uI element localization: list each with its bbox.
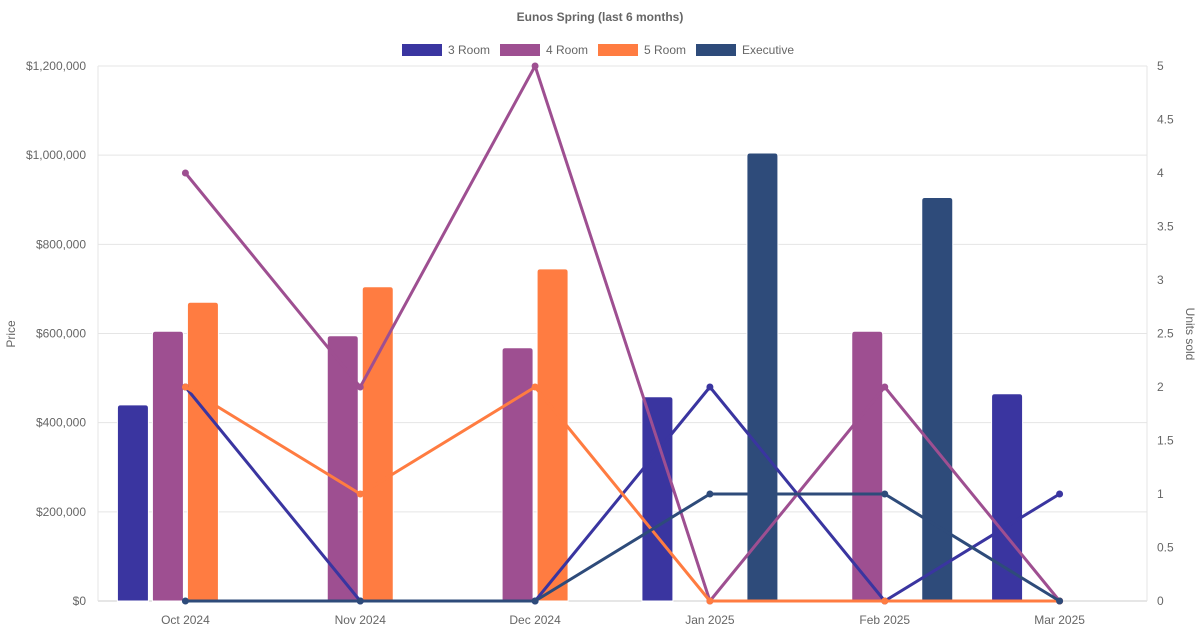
x-tick-label: Jan 2025 bbox=[685, 613, 735, 627]
point-4-room bbox=[181, 169, 189, 177]
point-executive bbox=[706, 490, 714, 498]
legend-swatch bbox=[500, 44, 540, 56]
axes: $0 $200,000 $400,000 $600,000 $800,000 $1,000… bbox=[26, 59, 1174, 627]
y2-tick-label: 1 bbox=[1157, 487, 1164, 501]
lines bbox=[181, 62, 1064, 605]
point-4-room bbox=[531, 62, 539, 70]
bar-5-room bbox=[361, 286, 394, 602]
y2-tick-label: 3 bbox=[1157, 273, 1164, 287]
bar-3-room bbox=[116, 404, 149, 602]
legend-item-5-room[interactable]: 5 Room bbox=[598, 43, 686, 57]
y-tick-label: $800,000 bbox=[36, 237, 86, 251]
line-executive bbox=[185, 492, 1061, 603]
legend-item-executive[interactable]: Executive bbox=[696, 43, 794, 57]
legend-label: 3 Room bbox=[448, 43, 490, 57]
y2-tick-label: 2 bbox=[1157, 380, 1164, 394]
bar-4-room bbox=[501, 347, 534, 602]
y2-tick-label: 4 bbox=[1157, 166, 1164, 180]
legend-swatch bbox=[696, 44, 736, 56]
point-5-room bbox=[181, 383, 189, 391]
y2-tick-label: 0.5 bbox=[1157, 541, 1174, 555]
y-axis-label: Price bbox=[4, 320, 18, 348]
x-tick-label: Mar 2025 bbox=[1034, 613, 1085, 627]
grid bbox=[97, 65, 1148, 602]
y-tick-label: $1,000,000 bbox=[26, 148, 86, 162]
point-3-room bbox=[1056, 490, 1064, 498]
point-executive bbox=[1056, 597, 1064, 605]
point-executive bbox=[531, 597, 539, 605]
line-4-room bbox=[184, 64, 1061, 603]
y-tick-label: $400,000 bbox=[36, 416, 86, 430]
point-executive bbox=[181, 597, 189, 605]
y-tick-label: $1,200,000 bbox=[26, 59, 86, 73]
point-4-room bbox=[881, 383, 889, 391]
y2-tick-label: 1.5 bbox=[1157, 434, 1174, 448]
y2-axis-label: Units sold bbox=[1183, 308, 1197, 361]
point-5-room bbox=[356, 490, 364, 498]
legend[interactable]: 3 Room 4 Room 5 Room Executive bbox=[402, 43, 794, 57]
point-4-room bbox=[356, 383, 364, 391]
bar-4-room bbox=[326, 335, 359, 602]
y2-tick-label: 0 bbox=[1157, 594, 1164, 608]
legend-label: Executive bbox=[742, 43, 794, 57]
legend-swatch bbox=[402, 44, 442, 56]
legend-item-4-room[interactable]: 4 Room bbox=[500, 43, 588, 57]
legend-label: 4 Room bbox=[546, 43, 588, 57]
bar-4-room bbox=[851, 330, 884, 602]
bar-executive bbox=[746, 152, 779, 602]
point-5-room bbox=[881, 597, 889, 605]
legend-swatch bbox=[598, 44, 638, 56]
bar-5-room bbox=[536, 268, 569, 602]
point-3-room bbox=[706, 383, 714, 391]
legend-item-3-room[interactable]: 3 Room bbox=[402, 43, 490, 57]
y2-tick-label: 2.5 bbox=[1157, 327, 1174, 341]
chart-title: Eunos Spring (last 6 months) bbox=[517, 10, 684, 24]
y-tick-label: $200,000 bbox=[36, 505, 86, 519]
bar-executive bbox=[921, 197, 954, 602]
bar-5-room bbox=[186, 301, 219, 602]
x-tick-label: Nov 2024 bbox=[335, 613, 387, 627]
bars bbox=[116, 152, 1024, 602]
line-5-room bbox=[184, 385, 1060, 603]
bar-3-room bbox=[991, 393, 1024, 602]
bar-3-room bbox=[641, 396, 674, 602]
point-executive bbox=[881, 490, 889, 498]
point-5-room bbox=[531, 383, 539, 391]
point-executive bbox=[356, 597, 364, 605]
x-tick-label: Dec 2024 bbox=[509, 613, 561, 627]
y2-tick-label: 3.5 bbox=[1157, 220, 1174, 234]
y-tick-label: $0 bbox=[73, 594, 87, 608]
y2-tick-label: 4.5 bbox=[1157, 113, 1174, 127]
x-tick-label: Oct 2024 bbox=[161, 613, 210, 627]
point-5-room bbox=[706, 597, 714, 605]
y-tick-label: $600,000 bbox=[36, 327, 86, 341]
x-tick-label: Feb 2025 bbox=[859, 613, 910, 627]
legend-label: 5 Room bbox=[644, 43, 686, 57]
bar-4-room bbox=[151, 330, 184, 602]
y2-tick-label: 5 bbox=[1157, 59, 1164, 73]
